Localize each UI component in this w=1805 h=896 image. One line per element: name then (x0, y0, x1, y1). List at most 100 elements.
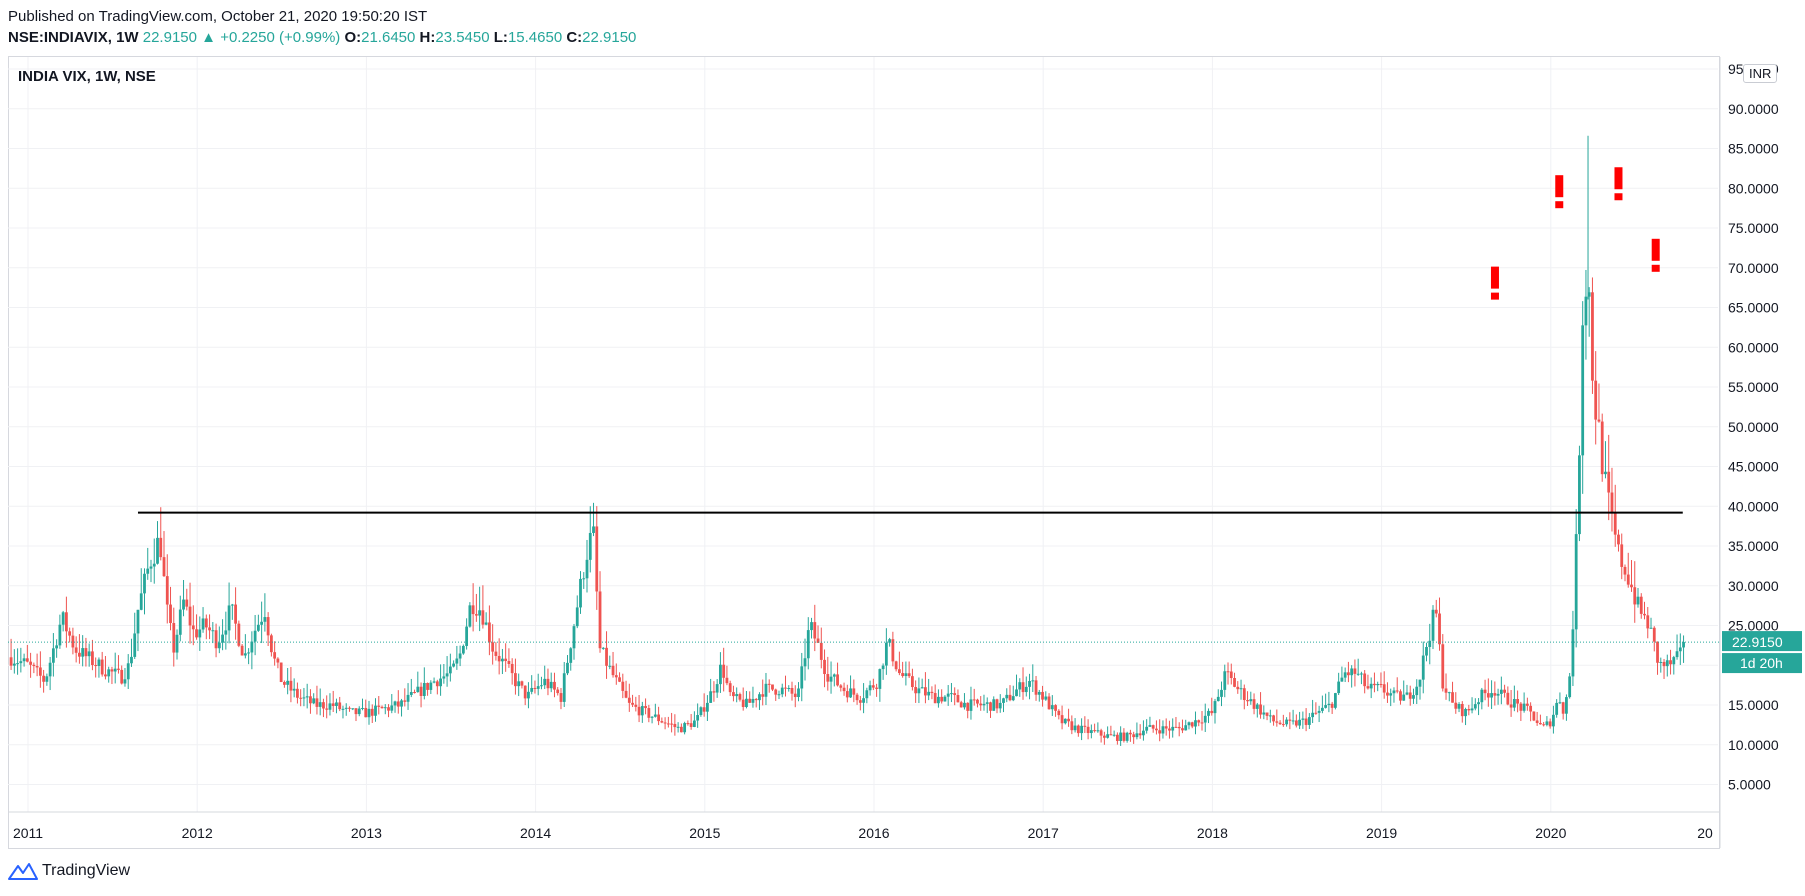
candle-body (1298, 719, 1302, 726)
candle-body (637, 706, 641, 716)
candle-body (1122, 732, 1126, 741)
candle-body (1408, 692, 1412, 699)
candle-body (146, 568, 150, 574)
candle-body (959, 702, 963, 708)
candle-body (1145, 726, 1149, 731)
candle-body (562, 673, 566, 702)
candle-body (611, 665, 615, 676)
candle-body (48, 662, 52, 677)
candle-body (250, 641, 254, 653)
price-tick-label: 15.0000 (1728, 697, 1779, 713)
candle-body (702, 707, 706, 712)
candle-body (299, 697, 303, 699)
candle-body (1447, 692, 1451, 694)
candle-body (204, 618, 208, 628)
candle-body (536, 686, 540, 689)
annotation-exclamation-dot[interactable] (1555, 201, 1564, 209)
candle-body (380, 706, 384, 709)
candle-body (1578, 455, 1581, 535)
candle-body (1008, 694, 1012, 701)
candle-body (979, 703, 983, 706)
candle-body (1347, 672, 1350, 676)
candle-body (1678, 647, 1682, 652)
candle-body (1636, 596, 1640, 605)
candle-body (1070, 721, 1074, 731)
candle-body (917, 688, 921, 694)
price-tick-label: 35.0000 (1728, 538, 1779, 554)
candle-body (237, 623, 241, 646)
candle-body (1356, 673, 1360, 675)
price-axis[interactable]: 5.000010.000015.000020.000025.000030.000… (1722, 61, 1802, 793)
candle-body (283, 682, 286, 685)
candle-body (1285, 719, 1288, 725)
candle-body (1291, 720, 1295, 722)
candle-body (1610, 492, 1614, 514)
candle-body (901, 673, 905, 677)
candle-body (1431, 609, 1435, 641)
annotation-exclamation-bar[interactable] (1490, 266, 1499, 289)
candle-body (35, 666, 39, 668)
candle-body (728, 683, 732, 693)
candle-body (1473, 704, 1477, 709)
drawings (8, 167, 1720, 643)
candle-body (1317, 710, 1321, 713)
candle-body (169, 604, 172, 624)
candle-body (1425, 646, 1428, 656)
candle-body (1080, 725, 1083, 734)
candle-body (413, 692, 416, 694)
candle-body (787, 687, 791, 689)
candle-body (1659, 661, 1663, 663)
candle-body (1441, 644, 1445, 689)
time-axis[interactable]: 2011 2012 2013 2014 2015 2016 2017 2018 2019 2020… (13, 825, 1713, 841)
price-tick-label: 65.0000 (1728, 300, 1779, 316)
candle-body (1112, 734, 1116, 736)
annotation-exclamation-dot[interactable] (1614, 193, 1623, 201)
candle-body (767, 683, 771, 685)
candle-body (1669, 660, 1672, 665)
candle-body (1620, 544, 1624, 567)
candle-body (842, 687, 846, 692)
candle-body (556, 689, 560, 694)
candle-body (178, 609, 182, 635)
annotation-exclamation-bar[interactable] (1651, 238, 1660, 261)
candle-body (771, 684, 774, 690)
candle-body (1210, 710, 1214, 714)
currency-button[interactable]: INR (1743, 64, 1778, 83)
candle-body (790, 687, 794, 694)
candles (9, 135, 1685, 746)
price-tick-label: 30.0000 (1728, 578, 1779, 594)
candle-body (322, 702, 325, 709)
candle-body (1184, 725, 1188, 731)
candle-body (55, 645, 59, 649)
candle-body (963, 702, 966, 708)
candle-body (797, 688, 800, 698)
candle-body (1486, 693, 1490, 698)
candle-body (758, 694, 761, 701)
candle-body (1428, 640, 1432, 647)
candle-body (136, 609, 140, 634)
candle-body (1395, 690, 1399, 692)
candle-body (9, 657, 13, 666)
candle-body (289, 680, 293, 691)
candle-body (1373, 683, 1376, 686)
candle-body (1555, 702, 1559, 715)
candle-body (448, 666, 452, 674)
annotation-exclamation-dot[interactable] (1490, 292, 1499, 300)
countdown-badge-label: 1d 20h (1740, 655, 1783, 671)
candle-body (1187, 722, 1191, 726)
candle-body (862, 698, 865, 703)
candle-body (1132, 734, 1136, 738)
candle-body (1490, 693, 1493, 698)
candle-body (91, 651, 94, 666)
candle-body (266, 617, 270, 636)
candle-body (1200, 722, 1204, 724)
annotation-exclamation-bar[interactable] (1555, 175, 1564, 198)
candle-body (309, 696, 312, 704)
candle-body (143, 573, 146, 594)
annotation-exclamation-bar[interactable] (1614, 167, 1623, 190)
candle-body (575, 607, 579, 627)
candle-body (1392, 690, 1396, 694)
tradingview-logo[interactable]: TradingView (8, 862, 130, 880)
annotation-exclamation-dot[interactable] (1651, 264, 1660, 272)
